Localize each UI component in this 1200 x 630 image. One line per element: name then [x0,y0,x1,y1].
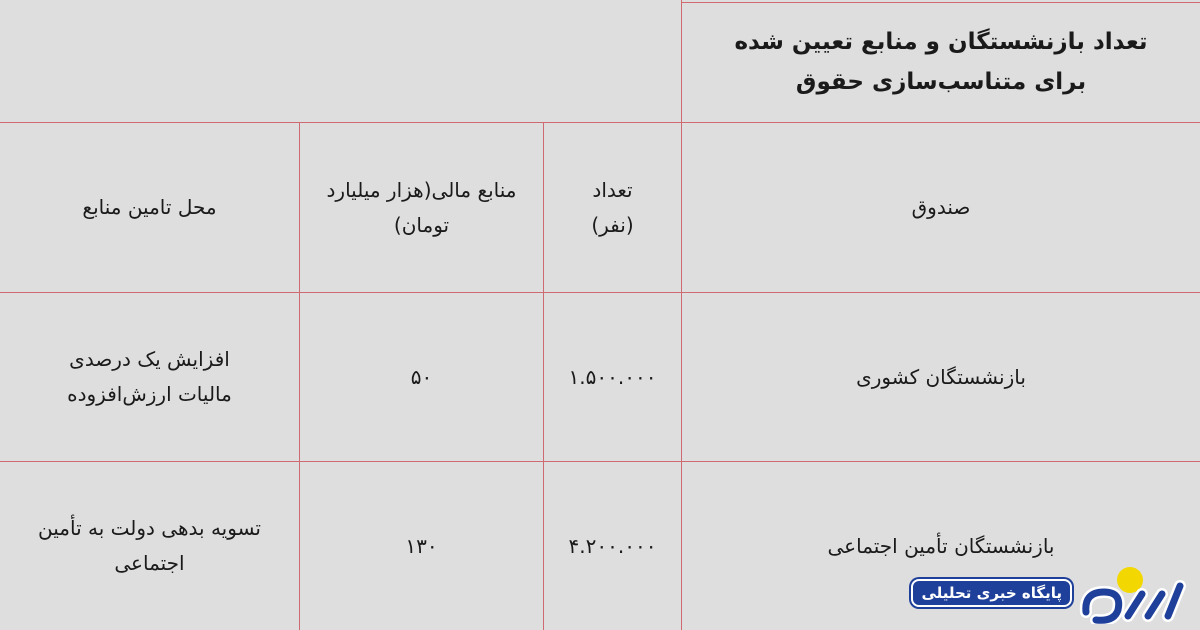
row-1-fund: بازنشستگان کشوری [856,364,1026,389]
header-resources: منابع مالی(هزار میلیارد تومان) [326,177,517,237]
header-source: محل تامین منابع [82,195,217,219]
row-2-resources: ۱۳۰ [405,533,438,558]
header-count: تعداد (نفر) [591,177,634,237]
logo-mark-icon [1078,562,1188,627]
row-1-count: ۱.۵۰۰.۰۰۰ [568,364,657,389]
watermark-logo: پایگاه خبری تحلیلی [911,562,1188,627]
header-fund: صندوق [911,195,971,219]
table-title: تعداد بازنشستگان و منابع تعیین شده برای … [734,29,1148,95]
logo-tagline: پایگاه خبری تحلیلی [911,579,1072,607]
row-2-fund: بازنشستگان تأمین اجتماعی [827,533,1055,558]
row-1-source: افزایش یک درصدی مالیات ارزش‌افزوده [67,347,232,406]
row-2-count: ۴.۲۰۰.۰۰۰ [568,533,657,558]
row-2-source: تسویه بدهی دولت به تأمین اجتماعی [38,516,261,575]
row-1-resources: ۵۰ [410,364,433,389]
